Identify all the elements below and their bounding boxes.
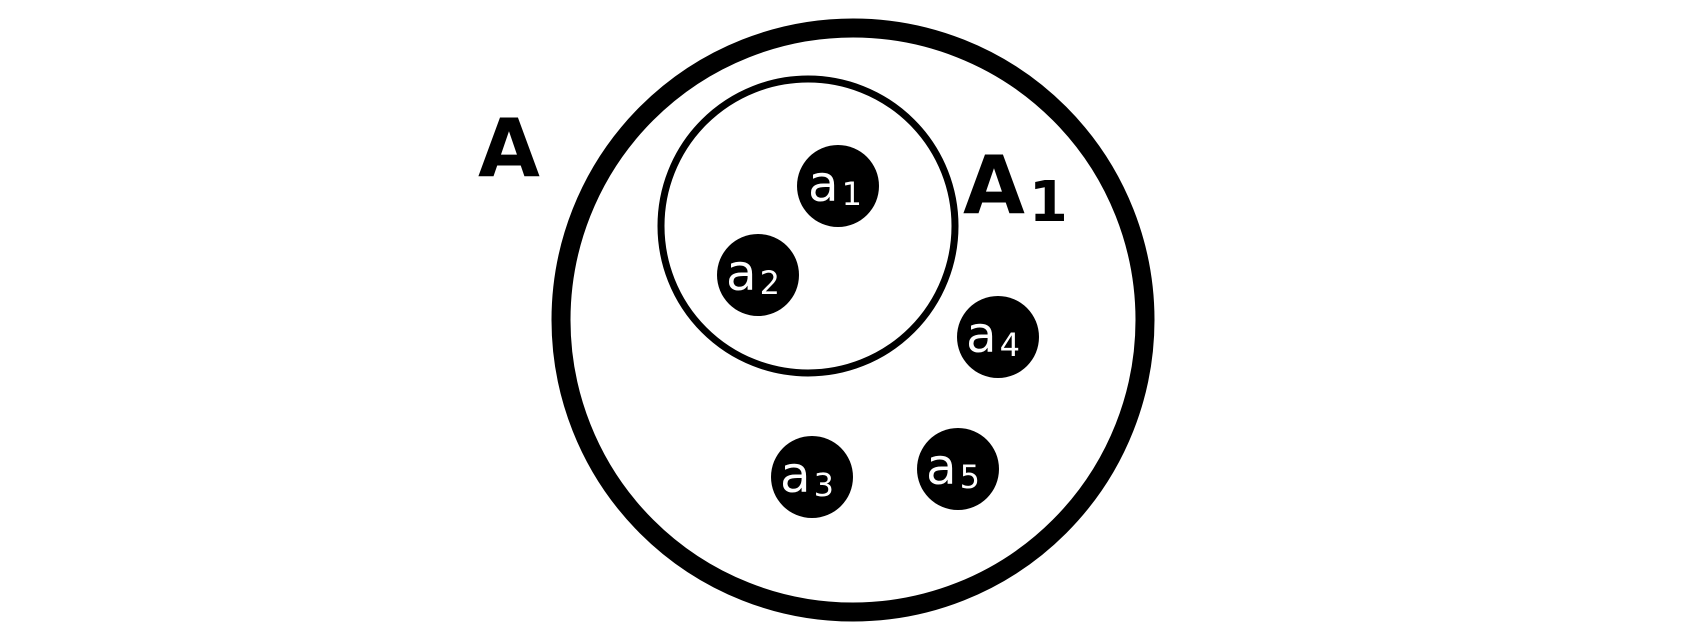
element-a5-label: a5	[926, 438, 980, 496]
element-a1-disc	[797, 145, 879, 227]
inner-set-label-name: A	[963, 139, 1025, 232]
element-a3-disc	[771, 436, 853, 518]
element-a1-label: a1	[808, 155, 862, 213]
element-a2: a2	[717, 234, 799, 316]
element-a3-label: a3	[780, 446, 834, 504]
outer-set-circle	[551, 18, 1155, 622]
element-a4-label: a4	[966, 306, 1020, 364]
inner-set-circle	[657, 75, 959, 377]
element-a1: a1	[797, 145, 879, 227]
inner-set-label: A1	[963, 139, 1068, 235]
inner-set-label-subscript: 1	[1029, 170, 1068, 235]
element-a2-label: a2	[726, 244, 780, 302]
element-a5-disc	[917, 428, 999, 510]
element-a4-disc	[957, 296, 1039, 378]
outer-set-label: A	[478, 102, 540, 195]
element-a3: a3	[771, 436, 853, 518]
element-a2-disc	[717, 234, 799, 316]
element-a4: a4	[957, 296, 1039, 378]
element-a5: a5	[917, 428, 999, 510]
